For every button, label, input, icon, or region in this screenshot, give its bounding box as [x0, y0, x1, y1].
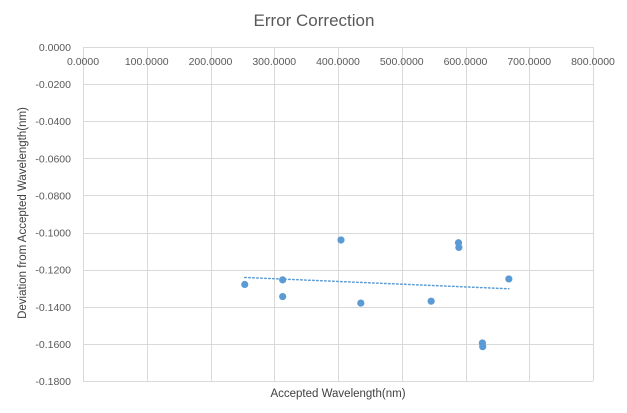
x-tick-label: 300.0000	[252, 56, 296, 68]
data-point	[279, 276, 287, 284]
y-axis-tick-labels: 0.0000 -0.0200 -0.0400 -0.0600 -0.0800 -0.100…	[35, 42, 71, 388]
y-tick-label: -0.0200	[35, 79, 71, 91]
trendline-group	[243, 276, 510, 290]
data-point	[357, 299, 365, 307]
data-point	[427, 297, 435, 305]
x-tick-label: 700.0000	[507, 56, 551, 68]
y-tick-label: -0.1400	[35, 302, 71, 314]
x-tick-label: 200.0000	[189, 56, 233, 68]
x-tick-label: 400.0000	[316, 56, 360, 68]
y-tick-label: -0.1600	[35, 339, 71, 351]
x-tick-label: 0.0000	[67, 56, 99, 68]
data-point	[505, 275, 513, 283]
data-points	[241, 236, 513, 351]
chart-title: Error Correction	[254, 11, 375, 30]
x-tick-label: 100.0000	[125, 56, 169, 68]
data-point	[479, 343, 487, 351]
x-tick-label: 600.0000	[444, 56, 488, 68]
y-tick-label: -0.0800	[35, 190, 71, 202]
x-axis-tick-labels: 0.0000 100.0000 200.0000 300.0000 400.0000 50…	[67, 56, 615, 68]
data-point	[337, 236, 345, 244]
data-point	[241, 280, 249, 289]
y-tick-label: 0.0000	[39, 42, 71, 54]
y-tick-label: -0.1200	[35, 265, 71, 277]
x-axis-title: Accepted Wavelength(nm)	[270, 388, 405, 400]
data-point	[455, 243, 463, 251]
linear-trendline	[243, 276, 510, 290]
data-point	[279, 292, 287, 301]
y-tick-label: -0.0600	[35, 153, 71, 165]
gridlines	[83, 47, 594, 382]
y-tick-label: -0.1800	[35, 376, 71, 388]
x-tick-label: 800.0000	[571, 56, 615, 68]
x-tick-label: 500.0000	[380, 56, 424, 68]
y-tick-label: -0.1000	[35, 228, 71, 240]
y-tick-label: -0.0400	[35, 116, 71, 128]
y-axis-title: Deviation from Accepted Wavelength(nm)	[17, 107, 29, 319]
